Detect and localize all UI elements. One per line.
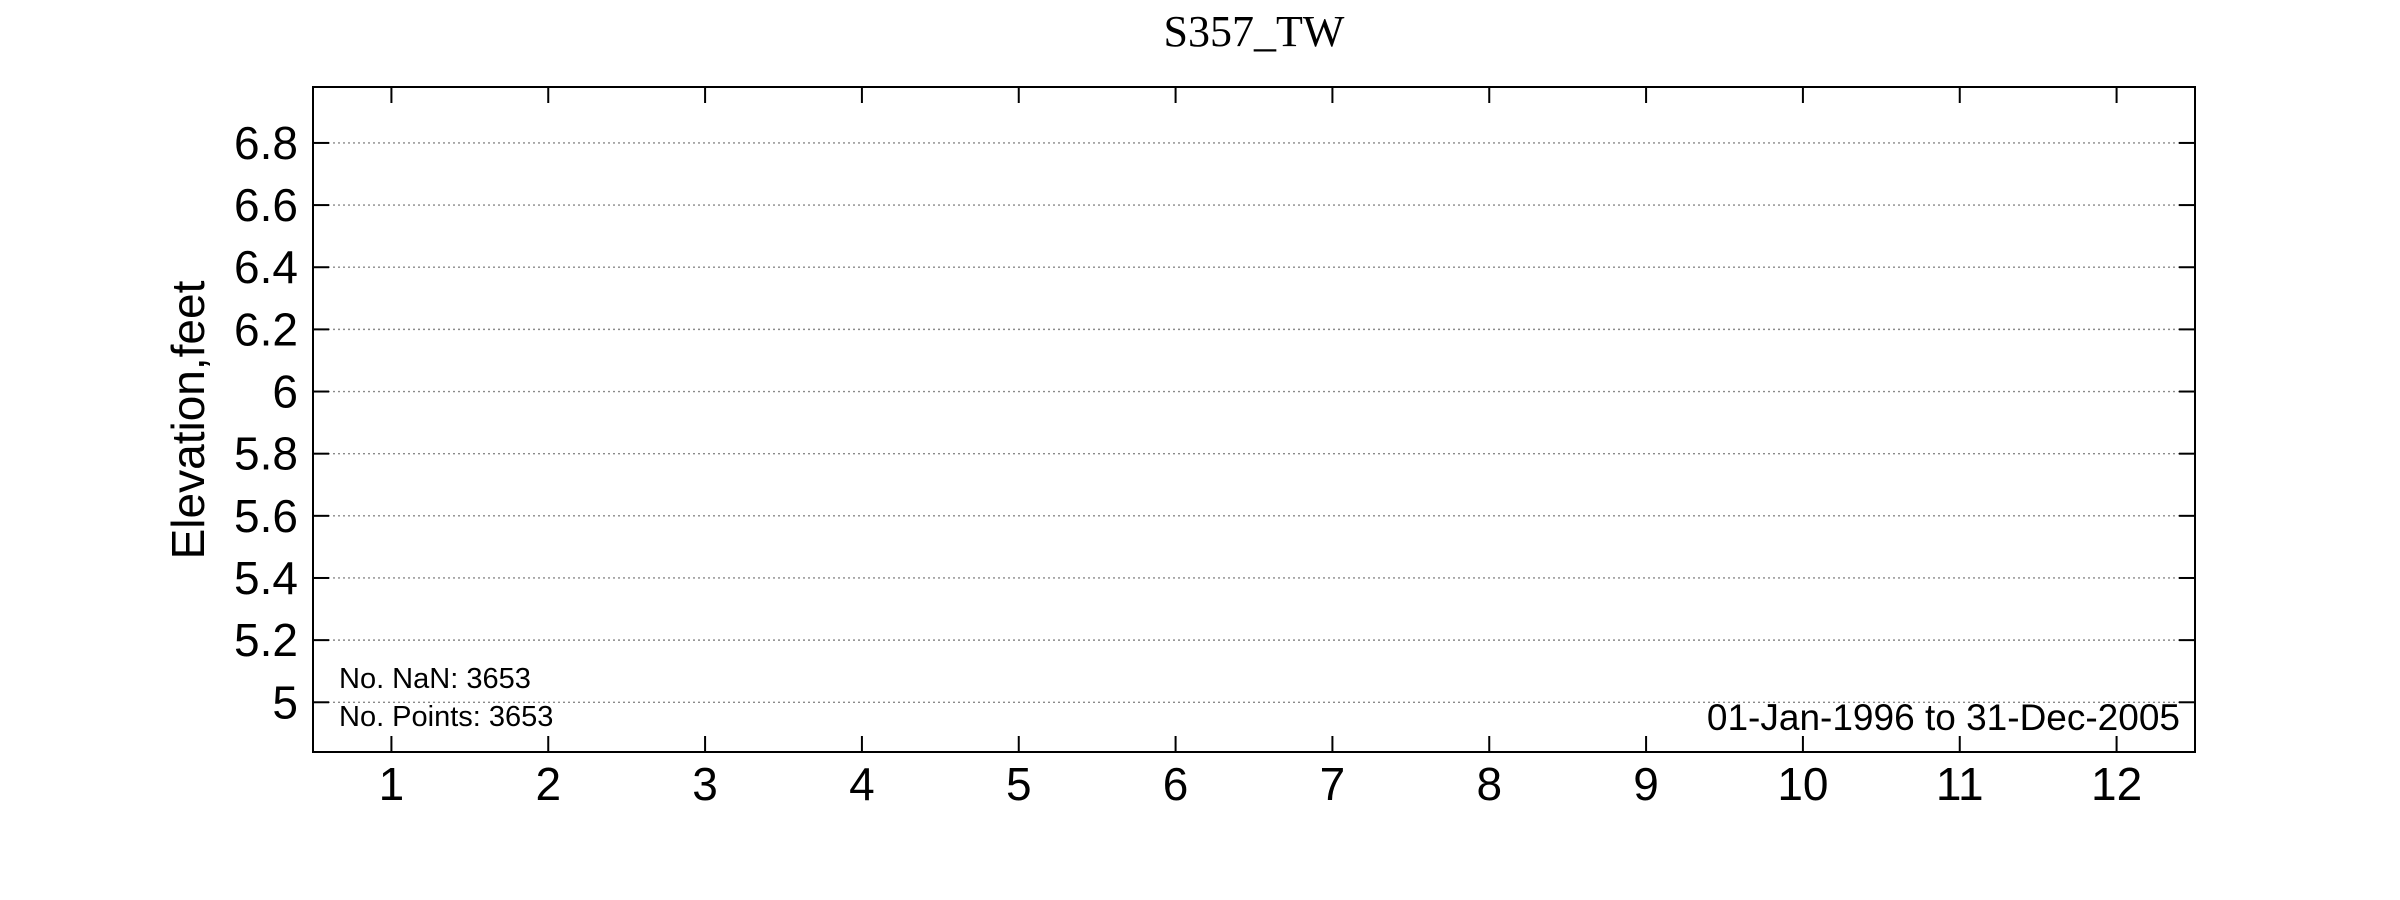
- y-tick-label: 5.6: [234, 490, 298, 542]
- y-tick-labels: 5 5.2 5.4 5.6 5.8 6 6.2 6.4 6.6 6.8: [234, 117, 298, 728]
- x-tick-label: 2: [535, 758, 561, 810]
- y-tick-label: 5.4: [234, 552, 298, 604]
- x-tick-label: 10: [1777, 758, 1828, 810]
- x-tick-label: 7: [1320, 758, 1346, 810]
- point-count-annotation: No. Points: 3653: [339, 701, 553, 733]
- x-tick-label: 3: [692, 758, 718, 810]
- y-tick-label: 6.6: [234, 179, 298, 231]
- x-tick-label: 6: [1163, 758, 1189, 810]
- y-tick-label: 6.4: [234, 241, 298, 293]
- y-tick-label: 6.2: [234, 303, 298, 355]
- nan-count-annotation: No. NaN: 3653: [339, 663, 531, 695]
- y-axis-label: Elevation,feet: [162, 280, 214, 559]
- x-tick-label: 11: [1936, 758, 1984, 810]
- chart-title: S357_TW: [1164, 7, 1345, 56]
- x-tick-labels: 1 2 3 4 5 6 7 8 9 10 11 12: [379, 758, 2143, 810]
- x-tick-label: 1: [379, 758, 405, 810]
- y-tick-label: 6: [272, 366, 298, 418]
- grid-lines: [313, 142, 2195, 703]
- date-range-annotation: 01-Jan-1996 to 31-Dec-2005: [1707, 697, 2180, 738]
- x-tick-label: 9: [1633, 758, 1659, 810]
- y-tick-label: 5.8: [234, 428, 298, 480]
- y-tick-label: 6.8: [234, 117, 298, 169]
- y-tick-label: 5.2: [234, 614, 298, 666]
- plot-area: [312, 86, 2196, 753]
- x-tick-label: 5: [1006, 758, 1032, 810]
- y-tick-label: 5: [272, 676, 298, 728]
- x-tick-label: 8: [1476, 758, 1502, 810]
- x-tick-label: 12: [2091, 758, 2142, 810]
- tick-marks: [313, 87, 2195, 752]
- x-tick-label: 4: [849, 758, 875, 810]
